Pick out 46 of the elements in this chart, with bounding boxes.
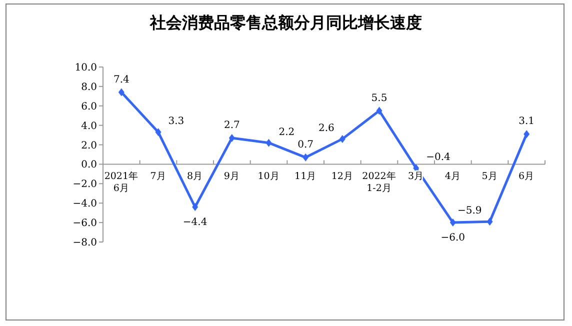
data-label: 3.1 — [518, 116, 535, 128]
data-label: 5.5 — [371, 92, 388, 104]
x-tick-label: 11月 — [294, 171, 317, 182]
point — [155, 128, 162, 136]
x-tick-label: 9月 — [224, 171, 240, 182]
y-tick-label: 0.0 — [81, 160, 97, 171]
x-tick-label: 3月 — [408, 171, 424, 182]
x-tick-label: 4月 — [444, 171, 461, 182]
point — [450, 218, 456, 227]
y-tick-label: 10.0 — [74, 62, 97, 74]
point — [486, 218, 493, 226]
data-label: 3.3 — [168, 116, 184, 128]
point — [524, 130, 530, 138]
y-tick-label: −8.0 — [72, 238, 97, 248]
point — [118, 88, 124, 96]
data-label: 0.7 — [298, 139, 314, 150]
data-label: 2.7 — [224, 120, 240, 131]
x-tick-label: 5月 — [482, 171, 498, 182]
y-tick-label: −6.0 — [72, 218, 97, 230]
y-tick-label: −2.0 — [72, 179, 97, 190]
data-label: 7.4 — [113, 74, 130, 86]
data-label: −6.0 — [440, 232, 466, 244]
x-tick-label: 6月 — [518, 171, 535, 182]
y-tick-label: 6.0 — [81, 101, 97, 112]
chart-title: 社会消费品零售总额分月同比增长速度 — [149, 13, 422, 32]
y-tick-label: −4.0 — [72, 198, 97, 210]
data-label: −0.4 — [426, 152, 450, 164]
x-tick-label: 7月 — [150, 171, 166, 182]
point — [339, 134, 346, 143]
x-tick-label: 2022年 1-2月 — [362, 170, 396, 194]
x-tick-label: 12月 — [331, 171, 354, 182]
data-label: 2.2 — [278, 126, 295, 138]
point — [192, 203, 198, 211]
x-tick-label: 2021年 6月 — [104, 170, 139, 194]
y-tick-label: 4.0 — [81, 120, 97, 132]
y-tick-label: 2.0 — [81, 140, 97, 152]
y-tick-label: 8.0 — [81, 82, 97, 93]
x-tick-label: 8月 — [187, 171, 204, 182]
x-tick-label: 10月 — [258, 171, 280, 182]
data-label: 2.6 — [318, 122, 334, 134]
data-label: −4.4 — [182, 217, 208, 228]
point — [266, 138, 272, 147]
point — [376, 106, 382, 115]
point — [228, 134, 235, 142]
point — [302, 153, 309, 162]
data-label: −5.9 — [457, 206, 482, 217]
